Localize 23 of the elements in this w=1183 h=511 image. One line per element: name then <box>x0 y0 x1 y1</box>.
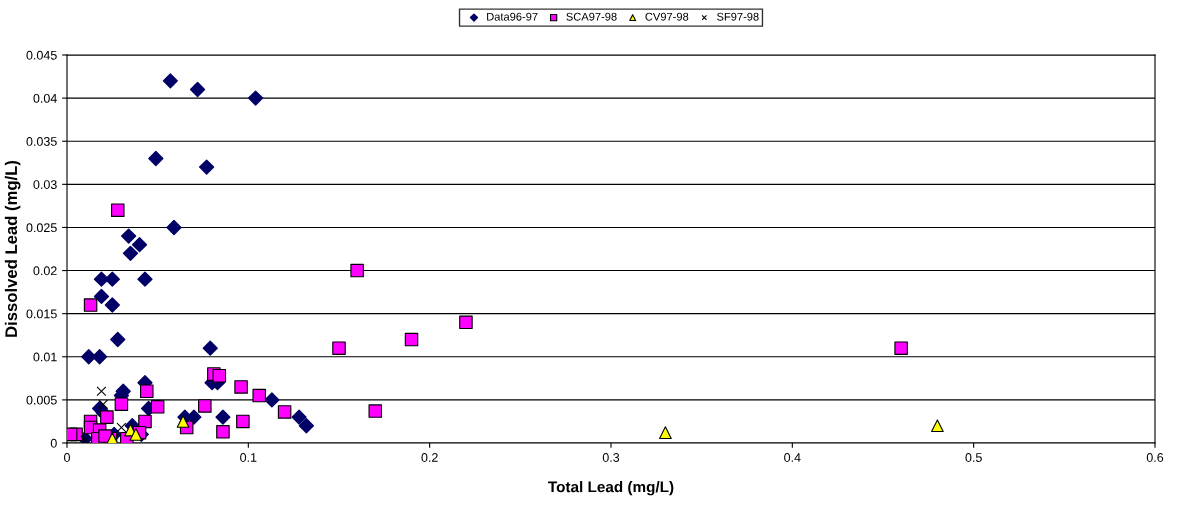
legend-label: CV97-98 <box>645 12 689 21</box>
legend-label: SCA97-98 <box>566 12 617 21</box>
y-tick-label: 0.02 <box>33 266 57 276</box>
y-tick-label: 0.005 <box>26 395 57 405</box>
y-tick-label: 0 <box>50 438 57 448</box>
y-tick-label: 0.03 <box>33 180 57 189</box>
y-tick-label: 0.045 <box>26 50 57 60</box>
x-tick-label: 0.4 <box>784 453 801 462</box>
x-tick-label: 0.5 <box>965 453 982 462</box>
legend-label: SF97-98 <box>717 12 759 21</box>
x-tick-label: 0.2 <box>421 453 438 462</box>
y-tick-label: 0.01 <box>33 352 57 362</box>
legend-label: Data96-97 <box>487 12 538 21</box>
x-tick-label: 0.1 <box>240 453 257 462</box>
x-axis-title: Total Lead (mg/L) <box>548 481 674 496</box>
y-tick-label: 0.025 <box>26 223 57 233</box>
y-tick-label: 0.04 <box>33 93 57 103</box>
x-tick-label: 0.6 <box>1146 453 1164 462</box>
y-tick-label: 0.015 <box>26 309 57 319</box>
y-axis-title: Dissolved Lead (mg/L) <box>4 160 21 337</box>
x-tick-label: 0.3 <box>602 453 620 462</box>
x-tick-label: 0 <box>64 453 70 462</box>
y-tick-label: 0.035 <box>26 137 57 146</box>
